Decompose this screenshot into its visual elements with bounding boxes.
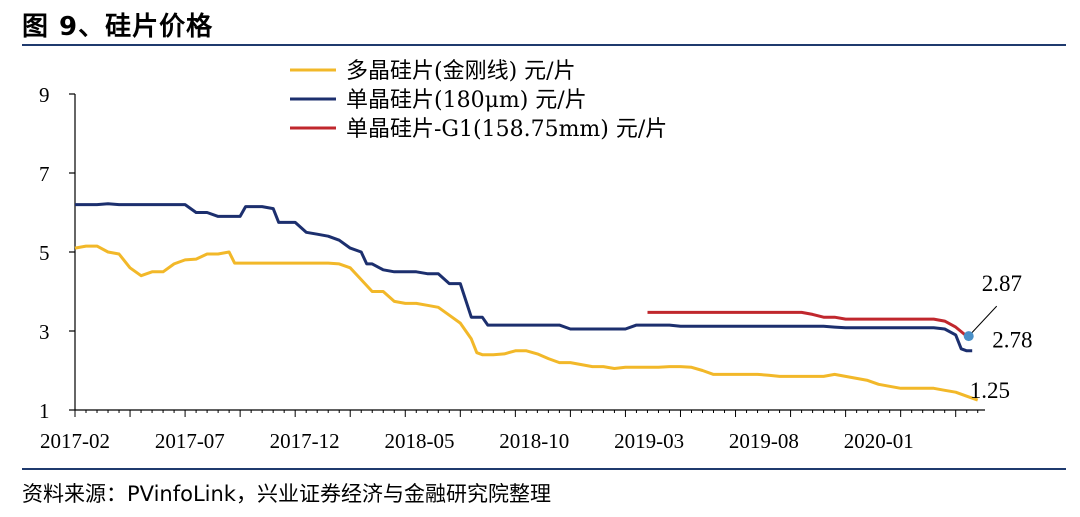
series-line-1 [74,244,979,402]
title-divider [22,44,1066,46]
series-layer [74,202,979,402]
y-tick-label: 5 [39,241,50,265]
y-tick-label: 1 [39,399,50,423]
annotation-label: 1.25 [970,378,1010,403]
x-tick-label: 2018-10 [499,429,569,453]
x-tick-label: 2017-12 [270,429,340,453]
x-axis: 2017-02 2017-07 2017-12 2018-05 2018-10 2019-… [40,409,985,453]
legend-label-1: 多晶硅片(金刚线) 元/片 [346,59,576,84]
highlight-point-marker [963,331,974,342]
x-tick-label: 2018-05 [384,429,454,453]
y-axis: 1 3 5 7 9 [39,83,76,423]
footer-divider [22,468,1066,470]
series-line-2 [75,202,973,353]
x-tick-label: 2019-03 [614,429,684,453]
annotation-label: 2.87 [982,271,1022,296]
x-tick-label: 2020-01 [844,429,914,453]
legend-label-3: 单晶硅片-G1(158.75mm) 元/片 [346,117,667,142]
legend-label-2: 单晶硅片(180μm) 元/片 [346,88,587,113]
y-tick-label: 7 [39,162,50,186]
x-tick-label: 2017-07 [155,429,225,453]
annotation-leader [968,305,998,337]
y-tick-label: 9 [39,83,50,107]
annotation-label: 2.78 [992,328,1032,353]
source-note: 资料来源：PVinfoLink，兴业证券经济与金融研究院整理 [22,482,551,506]
annotation-layer: 2.87 2.78 1.25 [963,271,1032,403]
y-tick-label: 3 [39,320,50,344]
series-line-3 [647,310,968,338]
x-tick-label: 2017-02 [40,429,110,453]
page-title: 图 9、硅片价格 [22,12,214,42]
x-tick-label: 2019-08 [729,429,799,453]
